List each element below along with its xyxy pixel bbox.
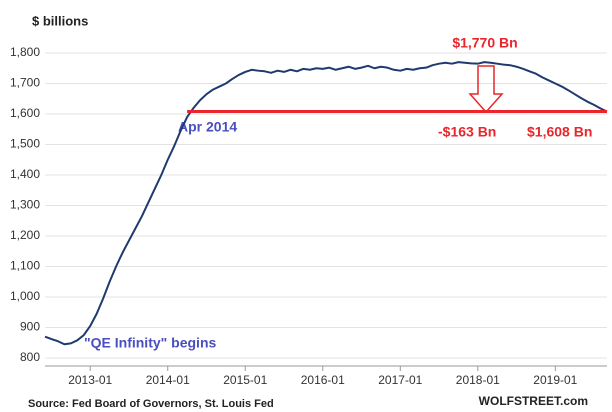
- x-tick-label: 2015-01: [223, 373, 267, 387]
- x-tick-label: 2017-01: [378, 373, 422, 387]
- chart-title: $ billions: [32, 13, 88, 28]
- y-tick-label: 1,300: [10, 198, 40, 212]
- y-tick-label: 1,600: [10, 106, 40, 120]
- y-tick-label: 1,100: [10, 259, 40, 273]
- y-tick-label: 1,500: [10, 137, 40, 151]
- brand: WOLFSTREET.com: [479, 394, 588, 408]
- source: Source: Fed Board of Governors, St. Loui…: [28, 398, 274, 410]
- data-line: [44, 61, 608, 346]
- x-tick-label: 2013-01: [68, 373, 112, 387]
- qe-label: "QE Infinity" begins: [84, 335, 216, 351]
- y-tick-label: 1,200: [10, 228, 40, 242]
- y-tick-label: 800: [20, 350, 40, 364]
- y-tick-label: 1,800: [10, 45, 40, 59]
- x-tick-label: 2018-01: [456, 373, 500, 387]
- x-tick-label: 2014-01: [146, 373, 190, 387]
- current-label: $1,608 Bn: [527, 124, 592, 140]
- y-tick-label: 1,700: [10, 76, 40, 90]
- x-tick-label: 2016-01: [301, 373, 345, 387]
- drop-arrow: [468, 65, 504, 114]
- y-tick-label: 1,000: [10, 289, 40, 303]
- y-tick-label: 1,400: [10, 167, 40, 181]
- start-label: Apr 2014: [178, 119, 237, 135]
- drop-label: -$163 Bn: [438, 124, 496, 140]
- x-tick-label: 2019-01: [533, 373, 577, 387]
- peak-label: $1,770 Bn: [452, 35, 517, 51]
- y-tick-label: 900: [20, 320, 40, 334]
